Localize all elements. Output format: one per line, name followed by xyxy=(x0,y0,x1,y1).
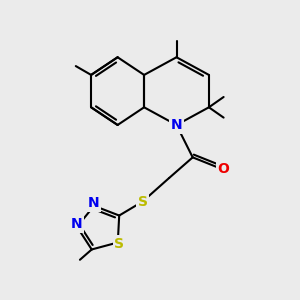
Text: N: N xyxy=(88,196,100,211)
Text: N: N xyxy=(171,118,182,132)
Text: S: S xyxy=(138,194,148,208)
Text: O: O xyxy=(218,162,230,176)
Text: N: N xyxy=(71,218,83,232)
Text: S: S xyxy=(114,237,124,251)
